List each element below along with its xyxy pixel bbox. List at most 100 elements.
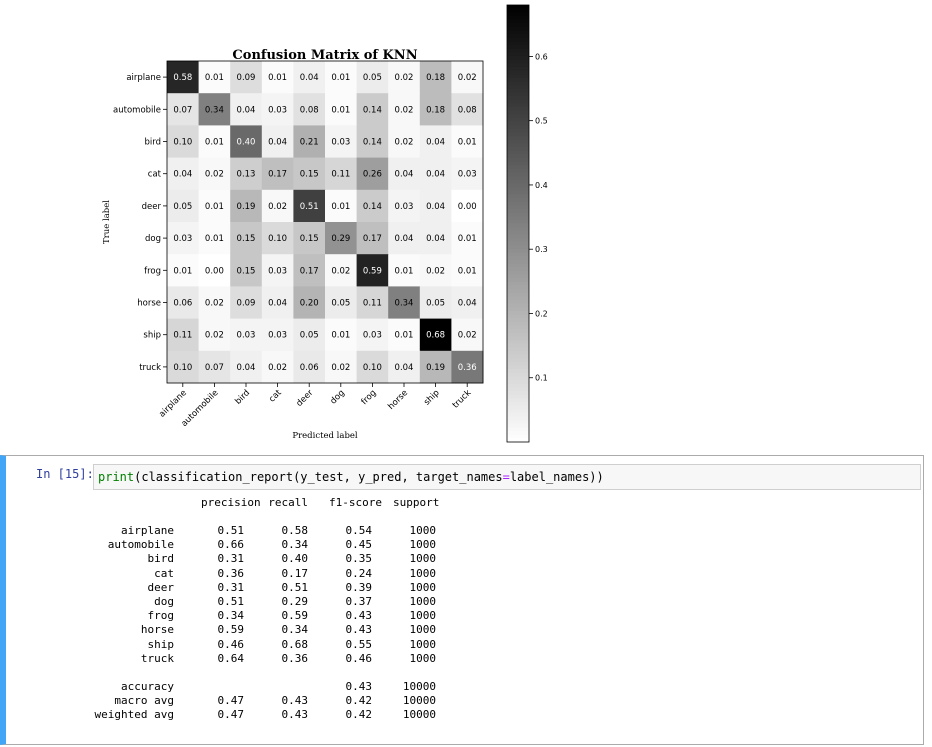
heatmap-cell	[451, 61, 484, 94]
cell-value-label: 0.05	[331, 299, 350, 309]
colorbar-segment	[507, 19, 529, 24]
heatmap-cell	[325, 189, 358, 223]
report-recall: 0.43	[281, 694, 309, 708]
report-support: 1000	[409, 552, 437, 566]
colorbar-segment	[507, 285, 529, 290]
colorbar-segment	[507, 132, 529, 137]
colorbar-segment	[507, 121, 529, 126]
report-f1: 0.35	[345, 552, 373, 566]
cell-value-label: 0.07	[205, 363, 224, 373]
colorbar-segment	[507, 117, 529, 123]
report-support: 1000	[409, 524, 437, 537]
cell-value-label: 0.03	[268, 266, 287, 276]
colorbar-segment	[507, 238, 529, 243]
colorbar-segment	[507, 85, 529, 90]
colorbar-segment	[507, 150, 529, 155]
colorbar-segment	[507, 391, 529, 396]
y-tick-label: bird	[145, 138, 162, 148]
heatmap-cell	[325, 157, 358, 191]
colorbar-segment	[507, 187, 529, 192]
y-axis-label: True label	[102, 200, 112, 244]
cell-value-label: 0.01	[331, 73, 350, 83]
colorbar-segment	[507, 70, 529, 75]
cell-value-label: 0.03	[331, 138, 350, 148]
colorbar-segment	[507, 241, 529, 246]
colorbar-tick-label: 0.1	[535, 374, 548, 383]
colorbar-segment	[507, 37, 529, 43]
heatmap-cell	[451, 93, 484, 126]
cell-value-label: 0.02	[331, 266, 350, 276]
heatmap-cell	[261, 189, 294, 223]
colorbar-segment	[507, 256, 529, 261]
heatmap-cell	[230, 93, 263, 126]
colorbar-segment	[507, 350, 529, 356]
report-recall: recall	[268, 496, 308, 509]
report-recall: 0.17	[281, 566, 309, 580]
heatmap-cell	[419, 318, 452, 352]
colorbar-segment	[507, 358, 529, 363]
colorbar-segment	[507, 314, 529, 319]
heatmap-cell	[451, 350, 484, 384]
colorbar-segment	[507, 431, 529, 436]
colorbar-segment	[507, 423, 529, 429]
colorbar-segment	[507, 325, 529, 330]
report-support: 10000	[402, 680, 436, 693]
heatmap-cell	[356, 93, 389, 126]
y-tick-label: dog	[145, 234, 161, 244]
report-recall: 0.40	[281, 552, 309, 566]
colorbar-segment	[507, 143, 529, 148]
colorbar-segment	[507, 15, 529, 21]
colorbar-segment	[507, 201, 529, 206]
cell-value-label: 0.01	[205, 234, 224, 244]
heatmap-cell	[388, 125, 421, 159]
cell-value-label: 0.58	[173, 73, 192, 83]
x-tick-label: bird	[233, 388, 252, 407]
heatmap-cell	[356, 61, 389, 94]
report-f1: 0.42	[345, 694, 373, 708]
colorbar-segment	[507, 310, 529, 316]
colorbar-segment	[507, 296, 529, 301]
heatmap-cell	[167, 350, 200, 384]
cell-value-label: 0.34	[205, 105, 224, 115]
cell-value-label: 0.59	[363, 266, 382, 276]
code-input[interactable]: print(classification_report(y_test, y_pr…	[93, 464, 921, 490]
cell-value-label: 0.34	[395, 299, 414, 309]
cell-value-label: 0.03	[173, 234, 192, 244]
heatmap-cell	[261, 93, 294, 126]
heatmap-cell	[419, 254, 452, 287]
cell-value-label: 0.02	[205, 331, 224, 341]
colorbar-segment	[507, 340, 529, 345]
cell-value-label: 0.01	[268, 73, 287, 83]
code-args-token-2: label_names))	[509, 470, 604, 484]
cell-value-label: 0.01	[205, 73, 224, 83]
cell-value-label: 0.10	[173, 138, 192, 148]
heatmap-cell	[167, 61, 200, 94]
heatmap-cell	[230, 318, 263, 352]
heatmap-cell	[451, 157, 484, 191]
heatmap-cell	[198, 286, 231, 320]
x-axis-label: Predicted label	[292, 431, 358, 441]
plot-frame	[166, 60, 484, 384]
notebook-cell[interactable]	[0, 455, 924, 745]
heatmap-cell	[419, 125, 452, 159]
report-support: 1000	[409, 651, 437, 665]
cell-value-label: 0.01	[331, 331, 350, 341]
report-precision: 0.66	[217, 538, 245, 552]
heatmap-cell	[388, 93, 421, 126]
colorbar-segment	[507, 136, 529, 141]
heatmap-cell	[419, 157, 452, 191]
heatmap-cell	[198, 61, 231, 94]
cell-value-label: 0.07	[173, 105, 192, 115]
heatmap-cell	[388, 254, 421, 287]
colorbar-tick-label: 0.5	[535, 117, 548, 126]
y-tick-label: automobile	[113, 105, 161, 115]
cell-value-label: 0.04	[268, 138, 287, 148]
report-precision: 0.34	[217, 609, 245, 623]
cell-value-label: 0.15	[237, 234, 256, 244]
cell-value-label: 0.01	[331, 202, 350, 212]
heatmap-cell	[325, 318, 358, 352]
cell-value-label: 0.02	[458, 331, 477, 341]
colorbar-segment	[507, 248, 529, 254]
cell-value-label: 0.15	[300, 170, 319, 180]
colorbar-segment	[507, 383, 529, 388]
